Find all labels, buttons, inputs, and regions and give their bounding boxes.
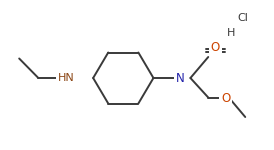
Text: Cl: Cl	[237, 13, 248, 23]
Text: HN: HN	[57, 73, 74, 83]
Text: O: O	[211, 41, 220, 54]
Text: H: H	[227, 28, 236, 38]
Text: O: O	[221, 93, 230, 105]
Text: N: N	[176, 72, 185, 84]
